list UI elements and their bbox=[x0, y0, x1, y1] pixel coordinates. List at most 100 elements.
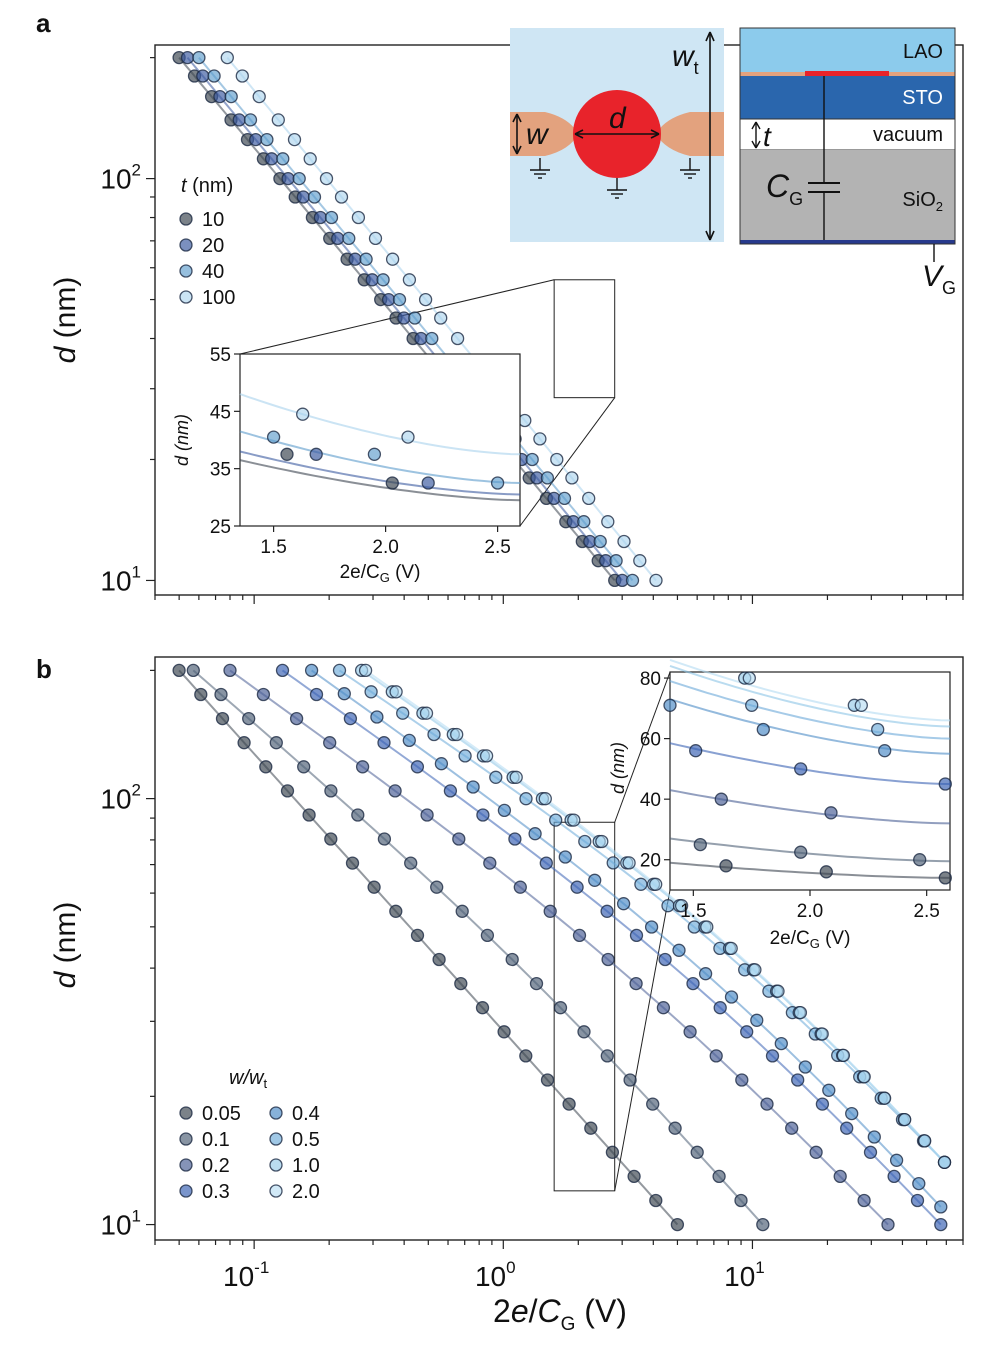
panel-b-y-ticks: 101 102 bbox=[100, 669, 155, 1241]
inset-data-point-0.4 bbox=[756, 722, 770, 737]
panel-b-data-points bbox=[172, 663, 952, 1232]
data-point-2.0 bbox=[918, 1134, 932, 1148]
data-point-100 bbox=[649, 573, 663, 588]
data-point-0.5 bbox=[489, 770, 503, 784]
data-point-0.05 bbox=[280, 784, 295, 798]
data-point-0.3 bbox=[791, 1073, 805, 1087]
inset-fit-curve-100 bbox=[239, 393, 521, 456]
panel-a-inset-x-label: 2e/CG (V) bbox=[340, 562, 421, 585]
data-point-100 bbox=[617, 534, 631, 549]
panel-a-inset-data-points bbox=[266, 407, 505, 490]
zoom-connector bbox=[519, 397, 616, 527]
data-point-40 bbox=[540, 471, 555, 485]
sto-label: STO bbox=[902, 87, 943, 109]
panel-a-inset-frame bbox=[239, 353, 521, 527]
data-point-0.1 bbox=[430, 880, 444, 894]
inset-y-tick-label: 40 bbox=[640, 790, 661, 811]
data-point-0.5 bbox=[549, 813, 563, 827]
inset-data-point-0.2 bbox=[714, 792, 728, 806]
y-tick-label: 101 bbox=[100, 562, 141, 596]
data-point-0.05 bbox=[389, 904, 403, 918]
data-point-0.5 bbox=[396, 706, 410, 720]
data-point-100 bbox=[287, 132, 302, 147]
data-point-0.05 bbox=[259, 760, 273, 774]
data-point-0.3 bbox=[539, 856, 553, 870]
data-point-0.4 bbox=[934, 1200, 948, 1214]
inset-data-point-0.4 bbox=[878, 744, 892, 758]
data-point-2.0 bbox=[450, 727, 464, 742]
y-tick-label: 102 bbox=[100, 161, 141, 195]
inset-y-tick-label: 45 bbox=[210, 402, 231, 423]
inset-fit-curve-0.4 bbox=[669, 698, 951, 755]
data-point-0.1 bbox=[712, 1169, 726, 1184]
data-point-0.4 bbox=[304, 663, 319, 678]
data-point-0.2 bbox=[543, 904, 557, 918]
data-point-0.4 bbox=[497, 803, 512, 818]
inset-y-tick-label: 80 bbox=[640, 669, 661, 690]
data-point-20 bbox=[232, 113, 246, 127]
data-point-20 bbox=[313, 210, 328, 225]
inset-data-point-40 bbox=[490, 476, 505, 490]
data-point-0.05 bbox=[237, 736, 251, 750]
inset-data-point-2.0 bbox=[742, 671, 756, 685]
legend-marker-1.0 bbox=[269, 1158, 283, 1172]
inset-data-point-2.0 bbox=[854, 698, 868, 712]
inset-data-point-100 bbox=[401, 430, 415, 444]
panel-a-inset-ticks: 1.5 2.0 2.5 25 35 45 55 bbox=[210, 345, 511, 558]
x-tick-label: 10-1 bbox=[223, 1258, 269, 1292]
data-point-0.3 bbox=[309, 687, 324, 702]
data-point-0.2 bbox=[683, 1025, 697, 1039]
legend-marker-0.05 bbox=[179, 1106, 193, 1120]
panel-b-frame bbox=[154, 656, 964, 1241]
data-point-2.0 bbox=[595, 834, 609, 849]
data-point-40 bbox=[260, 132, 274, 147]
data-point-0.4 bbox=[698, 967, 713, 981]
data-point-100 bbox=[418, 292, 433, 307]
data-point-20 bbox=[264, 152, 279, 166]
inset-y-tick-label: 20 bbox=[640, 851, 661, 872]
data-point-0.1 bbox=[214, 687, 228, 702]
data-point-0.1 bbox=[377, 832, 392, 846]
panel-a-x-ticks bbox=[154, 595, 964, 604]
data-point-100 bbox=[235, 69, 249, 83]
data-point-0.1 bbox=[242, 711, 256, 726]
data-point-0.05 bbox=[302, 808, 316, 822]
data-point-0.4 bbox=[750, 1013, 764, 1027]
data-point-0.3 bbox=[275, 663, 290, 678]
data-point-40 bbox=[207, 69, 221, 83]
data-point-0.3 bbox=[863, 1145, 878, 1159]
data-point-0.3 bbox=[443, 784, 458, 798]
data-point-0.05 bbox=[194, 687, 208, 702]
w-arrow-heads bbox=[512, 113, 522, 155]
data-point-0.2 bbox=[629, 976, 643, 991]
data-point-2.0 bbox=[622, 856, 636, 870]
data-point-0.4 bbox=[337, 687, 351, 701]
data-point-0.5 bbox=[578, 834, 592, 849]
data-point-40 bbox=[342, 231, 356, 246]
data-point-2.0 bbox=[674, 899, 689, 913]
legend-marker-0.5 bbox=[269, 1132, 283, 1146]
panel-b-legend: w/wt 0.05 0.1 0.2 0.3 0.4 0.5 1.0 2.0 bbox=[179, 1067, 320, 1203]
data-point-0.4 bbox=[588, 873, 602, 887]
panel-a-inset-y-label: d (nm) bbox=[172, 414, 192, 466]
cross-section-frame bbox=[739, 27, 956, 245]
data-point-0.2 bbox=[833, 1169, 847, 1184]
data-point-0.5 bbox=[634, 877, 648, 891]
data-point-0.3 bbox=[508, 832, 522, 846]
data-point-2.0 bbox=[877, 1091, 892, 1105]
data-point-0.3 bbox=[570, 880, 584, 894]
legend-marker-0.4 bbox=[269, 1106, 283, 1120]
data-point-40 bbox=[224, 89, 238, 104]
data-point-0.5 bbox=[458, 749, 472, 763]
lao-layer bbox=[740, 28, 955, 72]
data-point-20 bbox=[249, 132, 263, 147]
panel-label-b: b bbox=[36, 654, 52, 684]
lao-label: LAO bbox=[903, 41, 943, 63]
data-point-0.3 bbox=[910, 1193, 925, 1208]
data-point-100 bbox=[351, 210, 366, 225]
legend-marker-40 bbox=[179, 264, 193, 278]
data-point-40 bbox=[525, 452, 539, 467]
legend-label-2.0: 2.0 bbox=[292, 1181, 320, 1203]
data-point-20 bbox=[281, 171, 295, 186]
data-point-2.0 bbox=[793, 1005, 808, 1020]
